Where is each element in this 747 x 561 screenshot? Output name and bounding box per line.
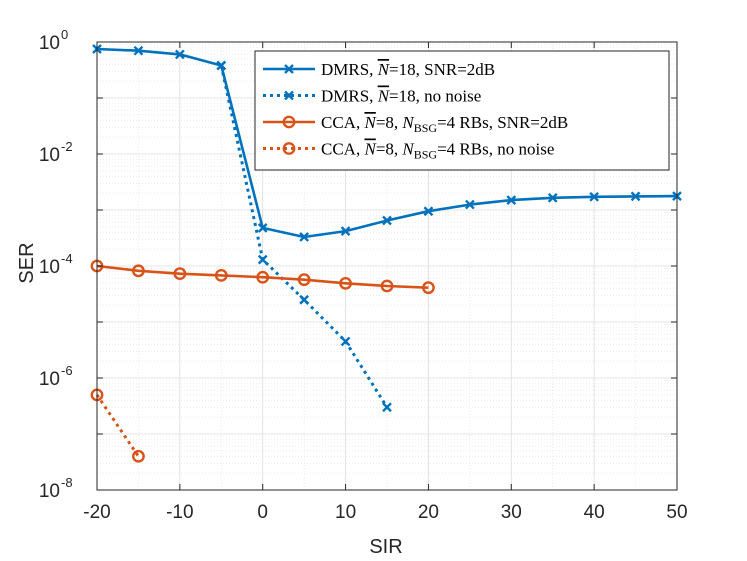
data-point [299,294,309,305]
x-tick-label: 40 [584,502,605,523]
x-tick-label: 30 [501,502,522,523]
data-point [630,191,641,202]
data-point [257,254,268,265]
data-point-stroke [340,336,351,347]
data-point [340,226,351,236]
y-tick-label: 10 [39,257,60,278]
series-line [96,264,429,289]
data-point-stroke [382,215,392,226]
data-point [547,192,558,203]
data-point [257,223,268,233]
x-axis-label: SIR [369,536,402,558]
data-point-stroke [465,199,475,210]
legend-entry-2: DMRS, N=18, no noise [263,87,481,106]
data-point-stroke [133,45,144,56]
data-point [589,191,599,202]
y-tick-exponent: -6 [61,363,73,378]
data-point [297,273,311,287]
x-tick-label: 20 [418,502,439,523]
legend-label: DMRS, N=18, SNR=2dB [321,60,495,79]
y-axis-label: SER [16,242,38,283]
legend: DMRS, N=18, SNR=2dB DMRS, N=18, no noise C… [254,50,670,171]
series-layer [90,44,682,463]
data-point [423,206,434,217]
series-2 [216,60,392,413]
data-point [465,199,475,210]
legend-entry-3: CCA, N=8, NBSG=4 RBs, SNR=2dB [263,113,568,135]
y-tick-label: 10 [39,481,60,502]
series-line [95,394,140,458]
legend-label: CCA, N=8, NBSG=4 RBs, SNR=2dB [321,113,568,135]
y-tick-exponent: -4 [61,251,73,266]
legend-entry-4: CCA, N=8, NBSG=4 RBs, no noise [263,140,554,162]
data-point-stroke [547,192,558,203]
data-point-stroke [257,223,268,233]
data-point [284,64,294,74]
data-point [382,215,392,226]
data-point [214,268,228,282]
data-point [284,90,294,101]
legend-label: DMRS, N=18, no noise [321,87,481,106]
data-point-stroke [175,49,185,60]
data-point [380,279,394,293]
data-point [340,336,351,347]
axes [96,41,678,491]
data-point-stroke [589,191,599,202]
data-point [282,142,296,155]
data-point [422,281,435,295]
data-point [132,449,145,463]
y-tick-exponent: -8 [61,475,73,490]
x-tick-label: -10 [166,502,193,523]
x-tick-label: -20 [83,502,110,523]
y-tick-label: 10 [39,33,60,54]
data-point-stroke [630,191,641,202]
data-point [175,49,185,60]
legend-label: CCA, N=8, NBSG=4 RBs, no noise [321,140,554,162]
y-tick-label: 10 [39,145,60,166]
data-point-stroke [299,294,309,305]
data-point [339,276,352,290]
data-point-stroke [506,195,517,205]
data-point-stroke [299,232,309,242]
legend-entry-1: DMRS, N=18, SNR=2dB [263,60,495,79]
data-point [173,267,187,281]
y-tick-label: 10 [39,369,60,390]
data-point [256,270,270,284]
y-tick-exponent: -2 [61,139,73,154]
x-tick-label: 0 [257,502,268,523]
data-point [216,60,227,71]
data-point [132,264,145,278]
data-point-stroke [216,60,227,71]
data-point-stroke [382,402,392,413]
x-tick-label: 50 [666,502,687,523]
data-point-stroke [340,226,351,236]
data-point [133,45,144,56]
data-point [506,195,517,205]
x-tick-label: 10 [335,502,356,523]
data-point [282,115,296,129]
data-point-stroke [284,64,294,74]
legend-box [254,50,670,171]
data-point-stroke [284,90,294,101]
y-tick-exponent: 0 [61,27,68,42]
data-point-stroke [423,206,434,217]
data-point [299,232,309,242]
data-point [382,402,392,413]
data-point-stroke [257,254,268,265]
